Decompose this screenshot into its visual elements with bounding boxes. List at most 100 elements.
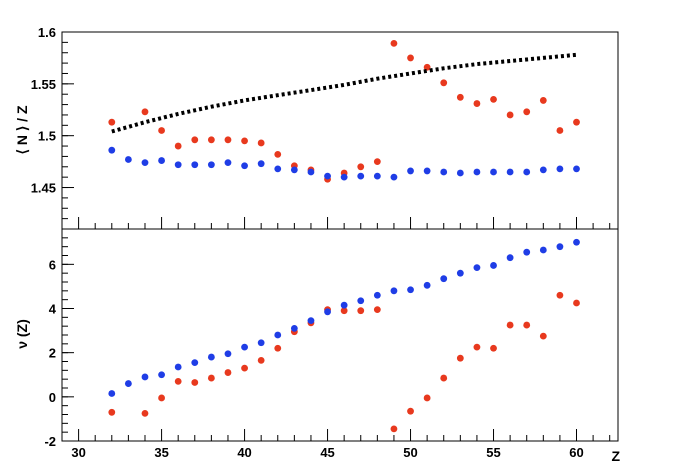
blue-data-point <box>490 262 497 269</box>
y-tick-label: 4 <box>49 302 57 317</box>
red-data-point <box>440 374 448 382</box>
x-tick-label: 45 <box>320 445 334 460</box>
blue-data-point <box>174 363 182 371</box>
reference-dotted-curve <box>111 52 577 134</box>
red-data-point <box>207 374 215 382</box>
blue-data-point <box>141 373 149 381</box>
y-tick-label: 2 <box>49 346 56 361</box>
x-tick-label: 35 <box>154 445 168 460</box>
blue-data-point <box>224 350 232 358</box>
blue-data-point <box>158 157 165 164</box>
red-data-point <box>241 364 248 372</box>
red-data-point <box>523 321 531 329</box>
red-data-point <box>423 394 431 402</box>
red-data-point <box>456 354 464 362</box>
red-data-point <box>174 377 182 385</box>
x-axis-label: Z <box>611 448 620 464</box>
bottom-panel-frame <box>61 228 619 442</box>
blue-data-point <box>440 168 448 176</box>
blue-data-point <box>373 172 381 180</box>
red-data-point <box>556 291 564 299</box>
blue-data-point <box>373 291 381 299</box>
blue-data-point <box>490 168 497 176</box>
red-data-point <box>257 139 265 147</box>
y-tick-label: 1.55 <box>31 77 56 92</box>
blue-data-point <box>224 159 232 167</box>
red-data-point <box>241 137 248 145</box>
y-tick-label: 0 <box>49 390 56 405</box>
red-data-point <box>274 150 282 158</box>
red-data-point <box>490 344 497 352</box>
red-data-point <box>473 343 481 351</box>
blue-data-point <box>207 161 215 169</box>
blue-data-point <box>390 173 398 181</box>
blue-data-point <box>307 168 315 176</box>
x-tick-label: 40 <box>237 445 251 460</box>
y-tick-label: 1.6 <box>38 25 56 40</box>
top-y-axis-label: ⟨ N ⟩ / Z <box>14 105 30 154</box>
blue-data-point <box>307 317 315 325</box>
bottom-y-axis-label: ν (Z) <box>14 319 30 349</box>
blue-data-point <box>506 168 514 176</box>
y-tick-label: 1.45 <box>31 181 56 196</box>
blue-data-point <box>257 339 265 347</box>
blue-data-point <box>141 159 149 167</box>
red-data-point <box>357 163 365 171</box>
red-data-point <box>158 394 165 402</box>
red-data-point <box>506 321 514 329</box>
blue-data-point <box>423 281 431 289</box>
red-data-point <box>191 136 199 144</box>
blue-data-point <box>407 286 414 294</box>
red-data-point <box>108 408 116 416</box>
blue-data-point <box>573 238 580 246</box>
blue-data-point <box>539 166 547 174</box>
blue-data-point <box>324 172 331 180</box>
red-data-point <box>556 127 564 134</box>
blue-data-point <box>274 331 282 339</box>
red-data-point <box>390 40 398 47</box>
red-data-point <box>473 100 481 107</box>
top-panel-frame <box>61 31 619 230</box>
red-data-point <box>373 158 381 166</box>
red-data-point <box>108 118 116 126</box>
red-data-point <box>158 127 165 134</box>
red-data-point <box>141 108 149 116</box>
blue-data-point <box>340 173 348 181</box>
blue-data-point <box>473 264 481 272</box>
x-tick-label: 50 <box>403 445 417 460</box>
red-data-point <box>373 306 381 314</box>
blue-data-point <box>456 269 464 277</box>
blue-data-point <box>340 301 348 309</box>
y-tick-label: 6 <box>49 257 56 272</box>
red-data-point <box>407 407 414 415</box>
red-data-point <box>456 93 464 101</box>
blue-data-point <box>191 359 199 367</box>
blue-data-point <box>357 172 365 180</box>
red-data-point <box>506 111 514 119</box>
blue-data-point <box>539 246 547 254</box>
red-data-point <box>440 79 448 87</box>
blue-data-point <box>473 168 481 176</box>
red-data-point <box>573 118 580 126</box>
blue-data-point <box>357 297 365 305</box>
blue-data-point <box>158 371 165 379</box>
blue-data-point <box>274 165 282 173</box>
blue-data-point <box>456 169 464 177</box>
red-data-point <box>423 63 431 71</box>
red-data-point <box>539 97 547 104</box>
blue-data-point <box>556 165 564 173</box>
x-tick-label: 60 <box>569 445 583 460</box>
blue-data-point <box>506 254 514 262</box>
red-data-point <box>573 299 580 307</box>
blue-data-point <box>257 160 265 168</box>
blue-data-point <box>423 167 431 175</box>
blue-data-point <box>290 324 298 332</box>
marks-layer <box>108 40 580 433</box>
blue-data-point <box>523 248 531 256</box>
red-data-point <box>224 369 232 376</box>
axes-layer: 1.45 1.5 1.55 1.6 -2 0 2 4 6 30 35 40 45 50 55 60 <box>31 25 611 460</box>
red-data-point <box>357 307 365 315</box>
blue-data-point <box>241 162 248 170</box>
red-data-point <box>390 425 398 433</box>
